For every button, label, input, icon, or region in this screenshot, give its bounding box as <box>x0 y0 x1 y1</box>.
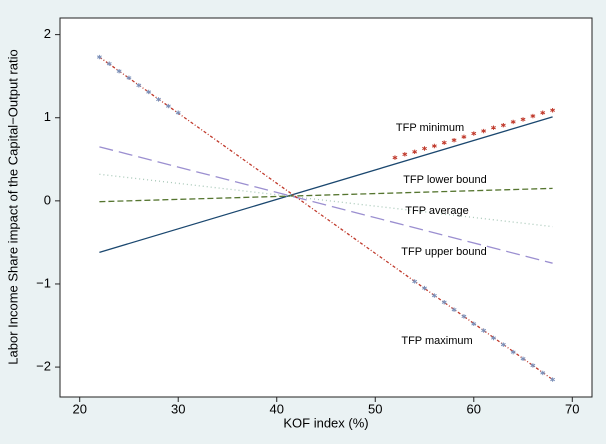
star-marker <box>392 155 398 160</box>
y-tick-label: 2 <box>44 26 51 41</box>
star-marker <box>491 125 496 130</box>
x-tick-label: 70 <box>565 401 579 416</box>
star-marker <box>156 97 161 102</box>
star-marker <box>96 54 102 60</box>
star-marker <box>491 335 496 341</box>
star-marker <box>165 103 171 109</box>
star-marker <box>402 152 408 157</box>
star-marker <box>175 110 181 115</box>
star-marker <box>412 279 418 284</box>
star-marker <box>441 140 447 145</box>
series-line <box>99 146 553 264</box>
star-marker <box>510 119 516 125</box>
series-line <box>99 173 553 228</box>
star-marker <box>422 146 427 151</box>
star-marker <box>530 113 536 119</box>
star-marker <box>520 356 526 361</box>
star-marker <box>461 314 467 319</box>
star-marker <box>481 128 487 134</box>
series-label: TFP average <box>405 205 468 217</box>
star-marker <box>116 68 122 74</box>
x-axis-title: KOF index (%) <box>283 415 368 430</box>
series-label: TFP minimum <box>396 122 464 134</box>
x-tick-label: 40 <box>270 401 284 416</box>
y-axis-title: Labor Income Share impact of the Capital… <box>5 49 20 364</box>
star-marker <box>146 89 152 95</box>
y-tick-label: 0 <box>44 192 51 207</box>
star-marker <box>500 123 506 128</box>
y-tick-label: −1 <box>36 275 51 290</box>
x-tick-label: 60 <box>467 401 481 416</box>
star-marker <box>136 83 142 88</box>
star-marker <box>500 342 506 347</box>
star-marker <box>471 131 477 136</box>
star-marker <box>530 363 536 368</box>
series-line <box>99 116 553 254</box>
star-marker <box>461 134 467 140</box>
star-marker <box>431 293 437 298</box>
star-marker <box>106 61 112 66</box>
star-marker <box>520 117 526 122</box>
star-marker <box>481 328 487 333</box>
star-marker <box>540 110 546 115</box>
star-marker <box>451 307 457 312</box>
star-marker <box>422 285 427 291</box>
star-marker <box>431 143 437 149</box>
series-line <box>99 187 553 203</box>
series-label: TFP upper bound <box>401 246 486 258</box>
star-marker <box>412 149 418 155</box>
plot-area <box>59 17 593 398</box>
star-marker <box>550 108 556 113</box>
y-tick-label: −2 <box>36 359 51 374</box>
star-marker <box>126 75 132 81</box>
star-marker <box>471 321 477 327</box>
star-marker <box>441 300 447 305</box>
series-label: TFP maximum <box>401 335 472 347</box>
star-marker <box>510 349 516 355</box>
star-marker <box>540 370 546 376</box>
star-marker <box>550 377 556 382</box>
y-tick-label: 1 <box>44 109 51 124</box>
series-label: TFP lower bound <box>403 174 487 186</box>
x-tick-label: 30 <box>171 401 185 416</box>
star-marker <box>451 137 457 143</box>
x-tick-label: 20 <box>72 401 86 416</box>
x-tick-label: 50 <box>368 401 382 416</box>
